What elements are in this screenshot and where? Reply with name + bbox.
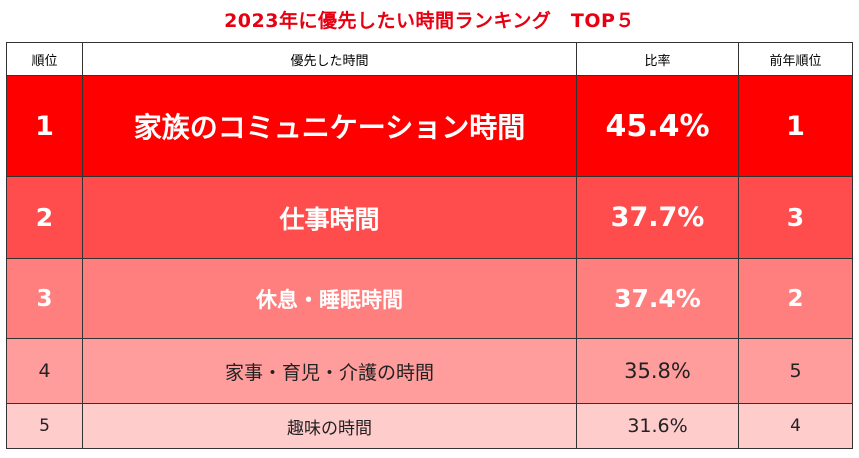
prev-rank-cell: 3 — [738, 176, 853, 259]
header-item: 優先した時間 — [82, 42, 577, 76]
table-row: 3 休息・睡眠時間 37.4% 2 — [6, 258, 853, 339]
rank-cell: 5 — [6, 403, 83, 449]
item-cell: 仕事時間 — [82, 176, 577, 259]
table-row: 1 家族のコミュニケーション時間 45.4% 1 — [6, 75, 853, 177]
item-cell: 休息・睡眠時間 — [82, 258, 577, 339]
ranking-table: 順位 優先した時間 比率 前年順位 1 家族のコミュニケーション時間 45.4%… — [6, 42, 853, 449]
rank-cell: 1 — [6, 75, 83, 177]
header-rank: 順位 — [6, 42, 83, 76]
ratio-cell: 35.8% — [576, 338, 739, 404]
item-cell: 趣味の時間 — [82, 403, 577, 449]
table-row: 5 趣味の時間 31.6% 4 — [6, 403, 853, 449]
ratio-cell: 37.4% — [576, 258, 739, 339]
ranking-title: 2023年に優先したい時間ランキング TOP５ — [224, 10, 635, 32]
rank-cell: 3 — [6, 258, 83, 339]
prev-rank-cell: 5 — [738, 338, 853, 404]
header-prev-rank: 前年順位 — [738, 42, 853, 76]
ratio-cell: 31.6% — [576, 403, 739, 449]
table-row: 2 仕事時間 37.7% 3 — [6, 176, 853, 259]
table-row: 4 家事・育児・介護の時間 35.8% 5 — [6, 338, 853, 404]
ratio-cell: 45.4% — [576, 75, 739, 177]
item-cell: 家族のコミュニケーション時間 — [82, 75, 577, 177]
header-row: 順位 優先した時間 比率 前年順位 — [6, 42, 853, 76]
prev-rank-cell: 4 — [738, 403, 853, 449]
ratio-cell: 37.7% — [576, 176, 739, 259]
rank-cell: 4 — [6, 338, 83, 404]
item-cell: 家事・育児・介護の時間 — [82, 338, 577, 404]
header-ratio: 比率 — [576, 42, 739, 76]
prev-rank-cell: 2 — [738, 258, 853, 339]
rank-cell: 2 — [6, 176, 83, 259]
prev-rank-cell: 1 — [738, 75, 853, 177]
